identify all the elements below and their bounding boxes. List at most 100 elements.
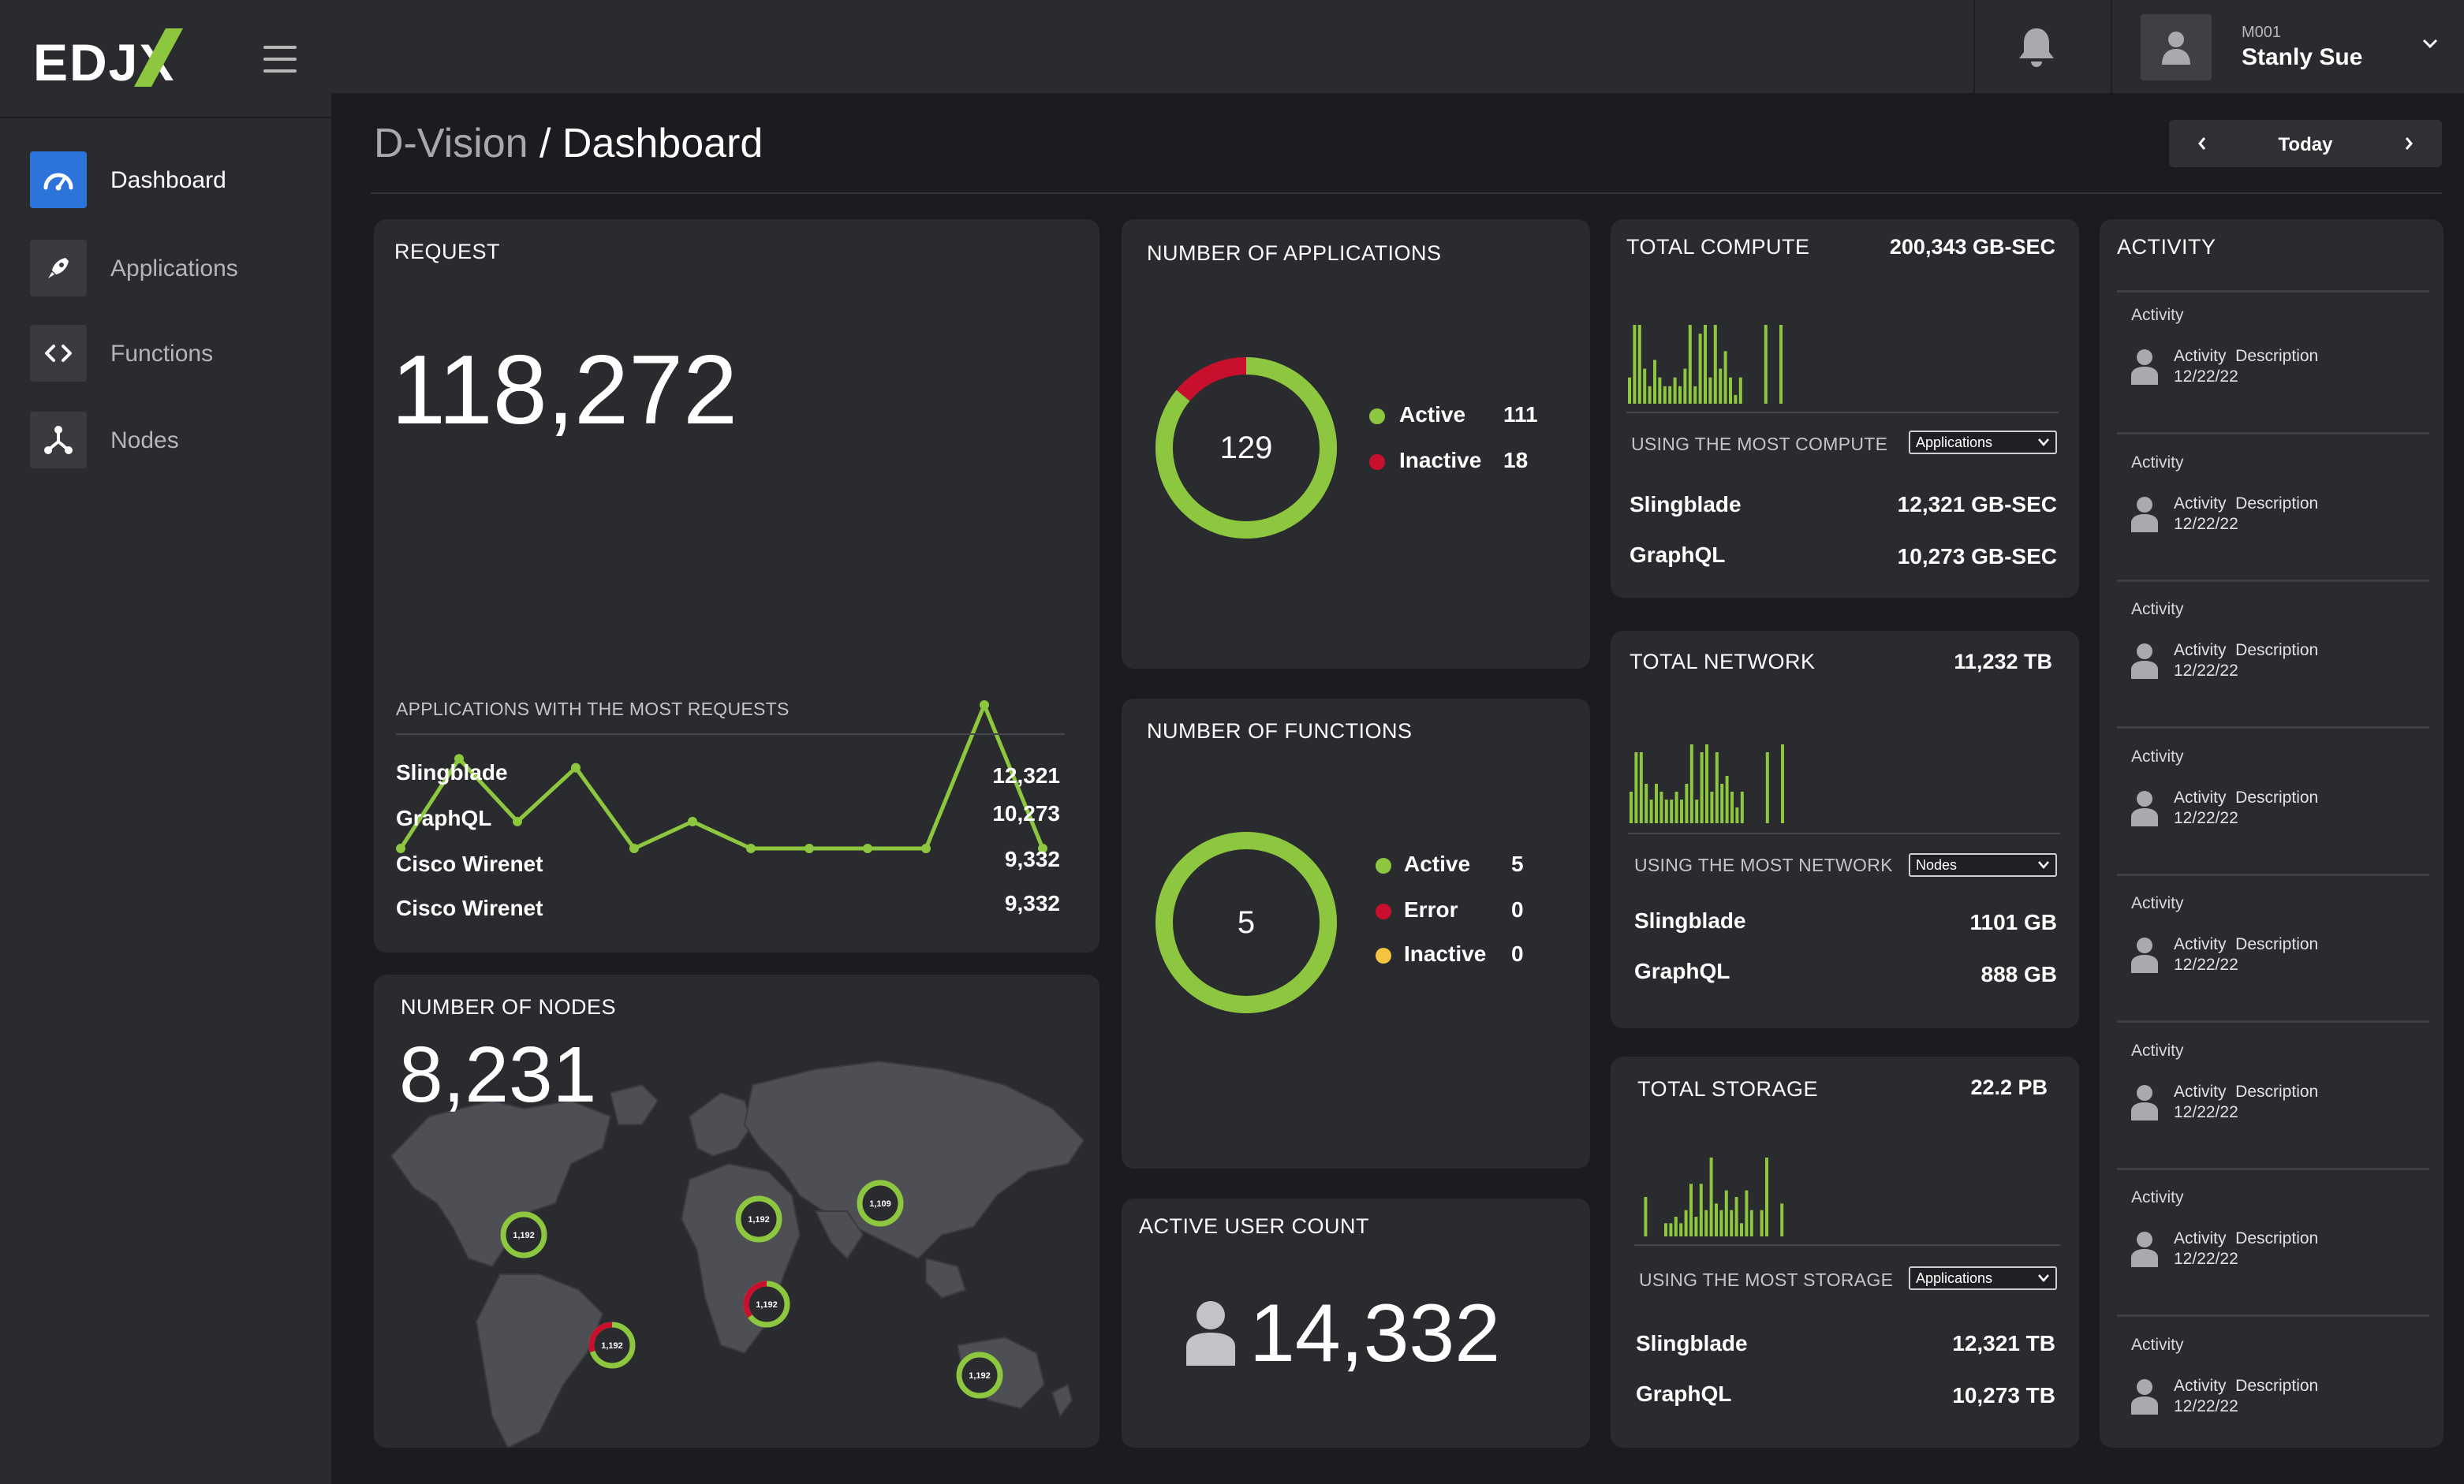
sidebar-item-applications[interactable]: Applications	[30, 240, 314, 296]
storage-bar-chart	[1644, 1158, 1784, 1236]
bar	[1710, 792, 1714, 823]
donut-slice[interactable]	[1155, 357, 1337, 539]
bar	[1649, 800, 1653, 823]
list-item-value: 10,273 GB-SEC	[1897, 544, 2057, 569]
node-marker[interactable]: 1,192	[743, 1281, 790, 1328]
data-point[interactable]	[1038, 844, 1047, 853]
data-point[interactable]	[921, 844, 931, 853]
storage-card: TOTAL STORAGE 22.2 PB USING THE MOST STO…	[1611, 1057, 2079, 1448]
activity-date: 12/22/22	[2174, 1396, 2238, 1415]
user-name[interactable]: Stanly Sue	[2242, 44, 2363, 70]
legend-label: Active	[1399, 402, 1466, 427]
activity-item[interactable]: Activity Activity Description 12/22/22	[2100, 1029, 2443, 1176]
activity-item[interactable]: Activity Activity Description 12/22/22	[2100, 735, 2443, 882]
node-marker[interactable]: 1,192	[500, 1211, 547, 1258]
bar	[1648, 386, 1652, 404]
activity-date: 12/22/22	[2174, 808, 2238, 827]
node-marker[interactable]: 1,192	[956, 1352, 1003, 1399]
activity-item[interactable]: Activity Activity Description 12/22/22	[2100, 587, 2443, 734]
data-point[interactable]	[454, 754, 464, 764]
bar	[1633, 325, 1637, 404]
data-point[interactable]	[688, 816, 697, 826]
node-marker[interactable]: 1,192	[735, 1195, 782, 1243]
legend-dot-error	[1376, 904, 1391, 919]
bar	[1749, 1210, 1753, 1236]
bar	[1735, 807, 1739, 823]
data-point[interactable]	[513, 816, 522, 826]
bar	[1715, 1203, 1718, 1236]
menu-toggle-icon[interactable]	[263, 46, 297, 73]
chevron-down-icon	[2038, 861, 2049, 869]
activity-title: Activity	[2131, 1041, 2184, 1060]
request-card: REQUEST 118,272 APPLICATIONS WITH THE MO…	[374, 219, 1099, 953]
activity-item[interactable]: Activity Activity Description 12/22/22	[2100, 1323, 2443, 1449]
donut-slice[interactable]	[1176, 357, 1247, 401]
storage-group-select[interactable]: Applications	[1909, 1266, 2057, 1290]
next-date-button[interactable]	[2393, 120, 2425, 167]
node-marker-label: 1,192	[969, 1371, 991, 1381]
activity-description: Activity Description	[2174, 1229, 2319, 1247]
compute-group-select[interactable]: Applications	[1909, 431, 2057, 454]
functions-total: 5	[1237, 905, 1256, 940]
sidebar-item-label: Nodes	[110, 427, 179, 453]
bar	[1678, 386, 1682, 404]
sidebar-item-dashboard[interactable]: Dashboard	[30, 151, 314, 208]
sidebar-item-nodes[interactable]: Nodes	[30, 412, 314, 468]
select-value: Nodes	[1916, 857, 1958, 873]
data-point[interactable]	[629, 844, 639, 853]
data-point[interactable]	[863, 844, 872, 853]
network-group-select[interactable]: Nodes	[1909, 853, 2057, 877]
data-point[interactable]	[805, 844, 814, 853]
activity-title: Activity	[2131, 306, 2184, 324]
activity-date: 12/22/22	[2174, 367, 2238, 386]
bar	[1669, 1223, 1673, 1236]
legend-label: Error	[1404, 897, 1458, 922]
activity-description: Activity Description	[2174, 1082, 2319, 1101]
list-item-value: 1101 GB	[1969, 910, 2057, 934]
bar	[1694, 1217, 1698, 1236]
bar	[1730, 1210, 1734, 1236]
sidebar-item-functions[interactable]: Functions	[30, 325, 314, 382]
avatar[interactable]	[2141, 14, 2212, 80]
activity-item[interactable]: Activity Activity Description 12/22/22	[2100, 441, 2443, 587]
bar	[1689, 744, 1693, 823]
activity-item[interactable]: Activity Activity Description 12/22/22	[2100, 882, 2443, 1028]
breadcrumb-root[interactable]: D-Vision	[374, 121, 528, 166]
legend-dot-active	[1369, 408, 1385, 424]
activity-item[interactable]: Activity Activity Description 12/22/22	[2100, 1176, 2443, 1322]
divider	[371, 192, 2442, 194]
bar	[1740, 1223, 1743, 1236]
bar	[1699, 1184, 1703, 1236]
bell-icon[interactable]	[2016, 25, 2057, 69]
code-icon	[30, 325, 87, 382]
legend-dot-inactive	[1369, 454, 1385, 470]
bar	[1764, 325, 1768, 404]
previous-date-button[interactable]	[2186, 120, 2218, 167]
node-marker-label: 1,192	[748, 1215, 770, 1225]
edjx-logo[interactable]: EDJX	[33, 24, 183, 90]
list-item-name: Slingblade	[1636, 1331, 1748, 1355]
data-point[interactable]	[396, 844, 405, 853]
donut-slice[interactable]	[1155, 832, 1337, 1013]
card-title: ACTIVE USER COUNT	[1139, 1214, 1370, 1238]
activity-description: Activity Description	[2174, 641, 2319, 659]
user-id: M001	[2242, 24, 2282, 41]
bar	[1673, 377, 1677, 404]
node-marker[interactable]: 1,192	[588, 1322, 636, 1369]
node-marker[interactable]: 1,109	[857, 1180, 904, 1227]
data-point[interactable]	[980, 700, 989, 710]
chevron-down-icon	[2038, 1274, 2049, 1282]
bar	[1680, 800, 1683, 823]
activity-date: 12/22/22	[2174, 956, 2238, 974]
activity-item[interactable]: Activity Activity Description 12/22/22	[2100, 293, 2443, 440]
bar	[1653, 360, 1656, 404]
activity-title: Activity	[2131, 894, 2184, 912]
data-point[interactable]	[571, 763, 581, 773]
chevron-down-icon[interactable]	[2421, 38, 2439, 49]
functions-donut-chart	[1155, 832, 1337, 1013]
data-point[interactable]	[746, 844, 756, 853]
legend-dot-inactive	[1376, 948, 1391, 964]
bar	[1745, 1190, 1749, 1236]
card-title: TOTAL NETWORK	[1630, 650, 1816, 673]
card-title: NUMBER OF FUNCTIONS	[1147, 719, 1413, 743]
